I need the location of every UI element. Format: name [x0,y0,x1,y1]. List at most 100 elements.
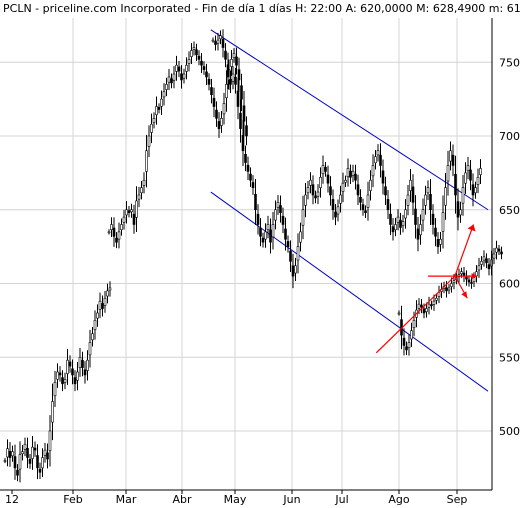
candle-body [187,58,191,64]
candle-body [264,231,267,240]
candle-body [406,194,410,206]
candle-body [339,194,342,204]
candle-body [232,53,236,58]
candle-body [409,179,412,191]
candle-body [417,303,421,309]
y-axis-labels: 500 550 600 650 700 750 [499,56,520,438]
candle-body [225,84,228,99]
candle-body [152,118,156,123]
candle-body [471,184,475,196]
candle-body [289,250,292,262]
candle-body [412,320,416,328]
candle-body [21,451,24,455]
candle-body [61,377,64,385]
candle-body [53,382,57,397]
candle-body [197,55,201,60]
candle-body [167,76,171,83]
candle-body [399,219,402,228]
candle-body [190,50,193,57]
candle-body [465,276,468,280]
candle-body [397,312,401,315]
candle-body [461,187,465,204]
candle-body [205,71,208,78]
candle-body [210,87,213,96]
candles-layer [3,29,503,483]
candle-body [8,451,12,458]
candle-body [456,201,460,218]
candle-body [460,271,463,275]
candle-body [304,194,307,206]
candle-body [351,171,355,176]
candle-body [28,459,32,464]
y-tick-label: 700 [499,130,520,143]
candle-body [329,186,332,196]
candle-body [240,85,243,100]
candle-body [286,241,290,247]
candle-body [221,38,225,48]
candle-body [101,303,104,309]
candle-body [222,103,226,115]
candle-body [11,451,14,457]
candle-body [58,372,62,376]
candle-body [237,69,241,81]
candle-body [51,401,54,423]
candle-body [214,41,217,45]
candle-body [485,258,488,264]
candle-body [162,91,166,98]
candle-body [475,271,478,277]
candle-body [296,246,300,261]
candle-body [251,182,255,188]
candle-body [364,210,367,213]
candle-body [474,187,477,194]
candle-body [402,337,406,346]
annotation-layer [375,224,478,354]
candle-body [405,346,408,351]
candle-body [254,193,257,211]
candle-body [56,371,59,380]
candle-body [202,66,206,70]
candle-body [217,121,221,129]
candle-body [279,205,282,214]
candle-body [276,202,280,208]
candle-body [235,56,238,66]
chart-title: PCLN - priceline.com Incorporated - Fin … [3,2,521,15]
candle-body [376,150,380,156]
candle-body [435,297,438,301]
x-tick-label: Feb [63,493,82,506]
candle-body [106,290,109,297]
candle-body [120,224,123,230]
candle-body [107,231,111,234]
candle-body [366,194,370,208]
candle-body [160,98,163,107]
candle-body [334,211,337,218]
candle-body [425,308,428,312]
candle-body [470,282,473,284]
candle-body [26,447,29,458]
candle-body [480,261,483,265]
candle-body [13,456,17,469]
candle-body [63,379,67,383]
candle-body [477,265,481,271]
candle-body [88,342,92,356]
annotation-arrowhead [461,291,468,299]
candle-body [429,193,432,211]
candle-body [447,287,451,291]
annotation-line [454,224,475,277]
candle-body [182,73,186,79]
candle-body [356,184,360,196]
candle-body [246,164,250,172]
candle-body [245,125,248,137]
candle-body [38,468,42,473]
candle-body [142,179,146,186]
candle-body [359,196,362,203]
candle-body [230,58,233,67]
candle-body [482,256,486,261]
candle-body [389,213,392,225]
candle-body [81,360,84,368]
candle-body [18,454,22,470]
x-tick-label: Jul [334,493,348,506]
x-tick-label: Jun [282,493,300,506]
candle-body [319,177,322,188]
x-tick-label: Ago [388,493,410,506]
candle-body [450,283,453,287]
